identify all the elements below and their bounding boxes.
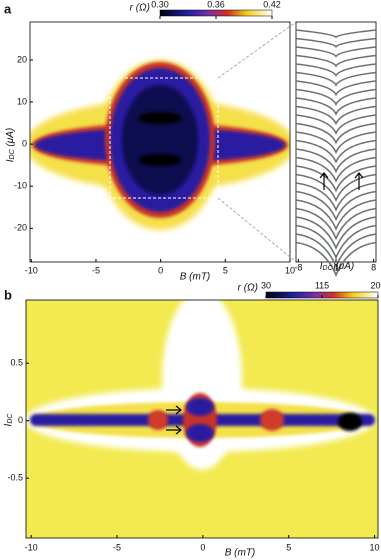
y-tick-label: 0 [22,138,27,148]
y-tick-label: 20 [17,54,27,64]
y-tick-label: 0.5 [10,358,23,368]
x-tick-label: -5 [92,265,100,275]
y-tick-label: 0 [18,415,23,425]
label-part: (μA) [333,261,355,272]
axis-label: IDC (μA) [5,128,16,163]
colorbar-label: r (Ω) [130,3,150,14]
inset-curve [295,165,377,193]
inset-curve [295,37,377,49]
x-tick-label: -8 [294,262,302,272]
inset-curve [295,122,377,145]
y-tick-label: -0.5 [7,473,23,483]
inset-curve [295,29,377,39]
x-tick-label: 0 [200,542,205,552]
inset-curve [295,71,377,87]
inset-curve [295,54,377,68]
inset-curve [295,63,377,78]
inset-curve [295,224,377,260]
x-tick-label: 10 [370,542,380,552]
zoom-line [217,197,297,263]
x-tick-label: -10 [25,542,38,552]
inset-curve [295,190,377,222]
colorbar-tick-label: 30 [261,280,271,290]
colorbar-tick-label: 115 [315,280,329,290]
x-tick-label: 0 [333,262,338,272]
x-tick-label: 5 [286,542,291,552]
x-tick-label: 10 [285,265,295,275]
inset-curve [295,233,377,269]
label-part: (μA) [5,128,16,150]
label-part: I [3,423,14,426]
inset-curve [295,207,377,241]
colorbar-tick-label: 0.42 [263,0,281,9]
x-tick-label: 8 [371,262,376,272]
panel-label: a [4,1,12,16]
inset-curve [295,173,377,203]
x-tick-label: 5 [223,265,228,275]
inset-curves [295,21,377,277]
inset-curve [295,97,377,116]
heatmap-b [26,300,378,538]
inset-curve [295,88,377,107]
y-tick-label: -20 [14,223,27,233]
colorbar-a [159,9,273,17]
inset-curve [295,216,377,251]
label-part: DC [323,265,334,272]
x-axis-label: B (mT) [225,548,256,559]
colorbar-tick-label: 0.30 [151,0,169,9]
inset-curve [295,80,377,97]
inset-curve [295,241,377,277]
inset-curve [295,182,377,212]
colorbar-tick-label: 200 [370,280,381,290]
x-axis-label: B (mT) [180,272,211,283]
x-tick-label: -5 [113,542,121,552]
y-tick-label: -10 [14,181,27,191]
plot-frame-a [29,21,291,263]
label-part: DC [7,413,14,424]
heatmap-a [30,22,290,262]
panel-label: b [4,287,12,302]
zoom-line [217,21,297,79]
plot-frame-b [25,299,379,539]
colorbar-label: r (Ω) [238,283,258,294]
y-tick-label: 10 [17,96,27,106]
inset-curve [295,114,377,135]
inset-curve [295,156,377,183]
colorbar-tick-label: 0.36 [207,0,225,9]
axis-label: IDC [3,413,14,427]
x-tick-label: -10 [25,265,38,275]
inset-curve [295,131,377,155]
axis-label: IDC (μA) [320,261,355,272]
inset-curve [295,148,377,174]
inset-curve [295,105,377,126]
inset-curve [295,139,377,164]
label-part: DC [9,148,16,159]
inset-curve [295,46,377,58]
label-part: I [320,261,323,272]
label-part: I [5,159,16,162]
inset-curve [295,199,377,231]
x-tick-label: 0 [158,265,163,275]
